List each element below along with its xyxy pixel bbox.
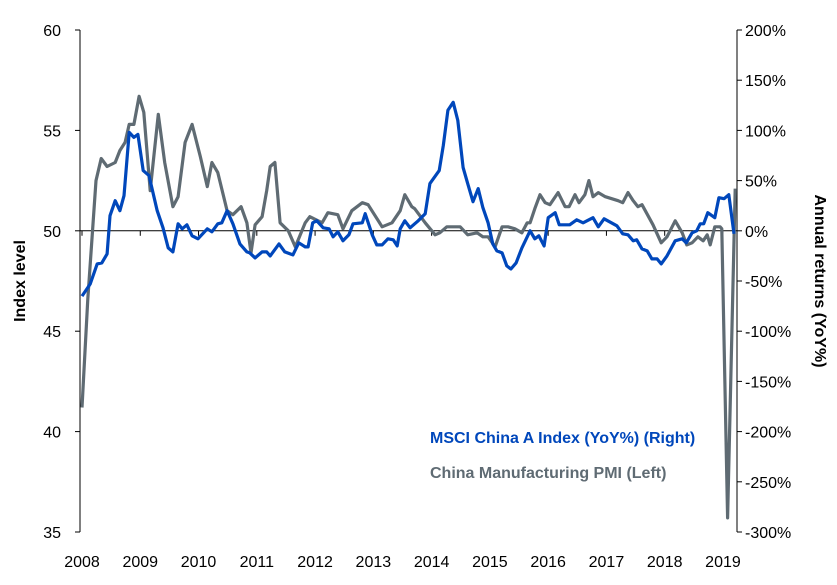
x-tick-label: 2008	[64, 554, 100, 571]
y-right-tick-label: 150%	[745, 73, 786, 90]
series-line-msci	[80, 100, 736, 297]
legend-msci: MSCI China A Index (YoY%) (Right)	[430, 430, 695, 447]
y-left-tick-label: 60	[43, 23, 61, 40]
y-left-tick-label: 45	[43, 324, 61, 341]
x-tick-label: 2011	[240, 554, 275, 571]
x-tick-label: 2015	[472, 554, 508, 571]
y-left-tick-label: 55	[43, 123, 61, 140]
y-left-tick-label: 35	[43, 525, 61, 542]
x-tick-label: 2014	[414, 554, 450, 571]
x-tick-label: 2017	[589, 554, 625, 571]
y-left-tick-label: 50	[43, 224, 61, 241]
y-right-tick-label: -150%	[745, 374, 791, 391]
y-right-tick-label: -100%	[745, 324, 791, 341]
legend: MSCI China A Index (YoY%) (Right) China …	[430, 430, 695, 482]
x-tick-label: 2013	[356, 554, 392, 571]
y-right-tick-label: 50%	[745, 174, 777, 191]
x-tick-label: 2019	[705, 554, 741, 571]
legend-pmi: China Manufacturing PMI (Left)	[430, 465, 666, 482]
x-tick-label: 2012	[297, 554, 333, 571]
y-axis-left-title: Index level	[12, 240, 29, 322]
series-line-pmi	[80, 94, 737, 520]
x-tick-label: 2018	[647, 554, 683, 571]
y-right-tick-label: -200%	[745, 425, 791, 442]
y-right-tick-label: 100%	[745, 123, 786, 140]
axes: 35 40 45 50 55 60 -300% -250% -200% -150% -100% -50…	[43, 23, 791, 571]
series-lines	[80, 94, 737, 520]
x-tick-label: 2009	[122, 554, 158, 571]
y-axis-right-title: Annual returns (YoY%)	[811, 194, 828, 367]
y-right-tick-label: -50%	[745, 274, 782, 291]
y-right-tick-label: -300%	[745, 525, 791, 542]
x-tick-label: 2016	[530, 554, 566, 571]
y-right-tick-label: -250%	[745, 475, 791, 492]
y-right-tick-label: 200%	[745, 23, 786, 40]
y-right-tick-label: 0%	[745, 224, 768, 241]
x-tick-label: 2010	[181, 554, 217, 571]
y-left-tick-label: 40	[43, 425, 61, 442]
